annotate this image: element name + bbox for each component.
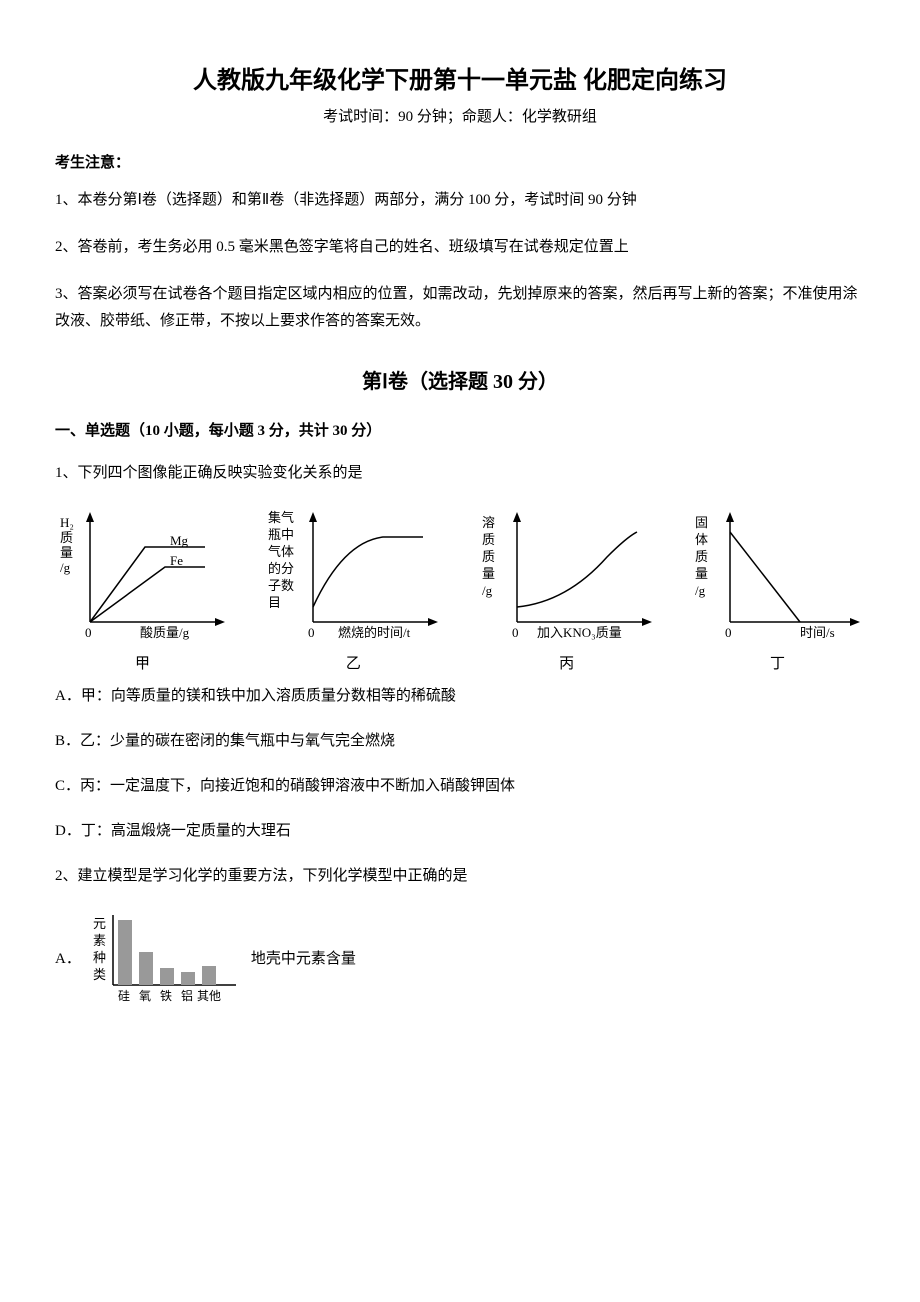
chart-2-container: 集气 瓶中 气体 的分 子数 目 0 燃烧的时间/t 乙 — [263, 507, 443, 673]
q2-option-a-label: A． — [55, 947, 81, 968]
svg-text:H₂: H₂ — [60, 515, 74, 530]
notice-header: 考生注意： — [55, 151, 865, 172]
svg-text:0: 0 — [85, 625, 92, 640]
chart-2-label: 乙 — [346, 652, 361, 673]
svg-text:量: 量 — [482, 566, 495, 581]
chart-1-container: H₂ 质 量 /g Mg Fe 0 酸质量/g 甲 — [55, 507, 230, 673]
q2-bar-chart: 元 素 种 类 硅 氧 铁 铝 其他 — [91, 910, 241, 1005]
svg-text:溶: 溶 — [482, 515, 495, 530]
svg-text:/g: /g — [60, 560, 71, 575]
chart-3-label: 丙 — [559, 652, 574, 673]
svg-text:气体: 气体 — [268, 544, 294, 559]
svg-text:酸质量/g: 酸质量/g — [140, 625, 190, 640]
section1-header: 一、单选题（10 小题，每小题 3 分，共计 30 分） — [55, 419, 865, 440]
svg-text:硅: 硅 — [118, 989, 130, 1003]
svg-text:质: 质 — [60, 530, 73, 545]
chart-2-svg: 集气 瓶中 气体 的分 子数 目 0 燃烧的时间/t — [263, 507, 443, 647]
instruction-2: 2、答卷前，考生务必用 0.5 毫米黑色签字笔将自己的姓名、班级填写在试卷规定位… — [55, 234, 865, 261]
part-title: 第Ⅰ卷（选择题 30 分） — [55, 365, 865, 394]
svg-text:燃烧的时间/t: 燃烧的时间/t — [338, 625, 411, 640]
svg-text:目: 目 — [268, 595, 281, 610]
q1-option-d: D．丁：高温煅烧一定质量的大理石 — [55, 818, 865, 845]
chart-3-container: 溶 质 质 量 /g 0 加入KNO₃质量 丙 — [477, 507, 657, 673]
q1-option-a: A．甲：向等质量的镁和铁中加入溶质质量分数相等的稀硫酸 — [55, 683, 865, 710]
question-1: 1、下列四个图像能正确反映实验变化关系的是 — [55, 460, 865, 487]
svg-text:体: 体 — [695, 532, 708, 547]
svg-text:铝: 铝 — [181, 988, 193, 1003]
svg-text:Fe: Fe — [170, 553, 183, 568]
svg-text:0: 0 — [512, 625, 519, 640]
chart-3-svg: 溶 质 质 量 /g 0 加入KNO₃质量 — [477, 507, 657, 647]
svg-text:质: 质 — [482, 532, 495, 547]
svg-text:Mg: Mg — [170, 533, 189, 548]
svg-text:加入KNO₃质量: 加入KNO₃质量 — [537, 625, 622, 640]
chart-1-label: 甲 — [135, 652, 150, 673]
exam-title: 人教版九年级化学下册第十一单元盐 化肥定向练习 — [55, 60, 865, 95]
q1-option-b: B．乙：少量的碳在密闭的集气瓶中与氧气完全燃烧 — [55, 728, 865, 755]
q2-option-a-text: 地壳中元素含量 — [251, 947, 356, 968]
exam-subtitle: 考试时间：90 分钟；命题人：化学教研组 — [55, 105, 865, 126]
svg-text:质: 质 — [482, 549, 495, 564]
svg-text:质: 质 — [695, 549, 708, 564]
svg-text:0: 0 — [308, 625, 315, 640]
svg-text:量: 量 — [60, 545, 73, 560]
instruction-1: 1、本卷分第Ⅰ卷（选择题）和第Ⅱ卷（非选择题）两部分，满分 100 分，考试时间… — [55, 187, 865, 214]
svg-text:的分: 的分 — [268, 561, 294, 576]
svg-text:0: 0 — [725, 625, 732, 640]
svg-text:/g: /g — [695, 583, 706, 598]
question-2: 2、建立模型是学习化学的重要方法，下列化学模型中正确的是 — [55, 863, 865, 890]
svg-text:瓶中: 瓶中 — [268, 527, 294, 542]
chart-1-svg: H₂ 质 量 /g Mg Fe 0 酸质量/g — [55, 507, 230, 647]
charts-row: H₂ 质 量 /g Mg Fe 0 酸质量/g 甲 集气 瓶中 气体 的分 子数… — [55, 507, 865, 673]
svg-text:铁: 铁 — [160, 989, 172, 1003]
svg-text:素: 素 — [93, 933, 106, 948]
instruction-3: 3、答案必须写在试卷各个题目指定区域内相应的位置，如需改动，先划掉原来的答案，然… — [55, 281, 865, 335]
svg-text:/g: /g — [482, 583, 493, 598]
svg-text:氧: 氧 — [139, 989, 151, 1003]
chart-4-container: 固 体 质 量 /g 0 时间/s 丁 — [690, 507, 865, 673]
svg-text:量: 量 — [695, 566, 708, 581]
svg-text:子数: 子数 — [268, 578, 294, 593]
chart-4-svg: 固 体 质 量 /g 0 时间/s — [690, 507, 865, 647]
svg-text:集气: 集气 — [268, 510, 294, 525]
svg-text:类: 类 — [93, 967, 106, 982]
svg-text:其他: 其他 — [197, 989, 221, 1003]
svg-text:时间/s: 时间/s — [800, 625, 835, 640]
svg-text:种: 种 — [93, 950, 106, 965]
q2-option-a-container: A． 元 素 种 类 硅 氧 铁 铝 其他 地壳中元素含量 — [55, 910, 865, 1005]
svg-text:固: 固 — [695, 515, 708, 530]
q1-option-c: C．丙：一定温度下，向接近饱和的硝酸钾溶液中不断加入硝酸钾固体 — [55, 773, 865, 800]
svg-text:元: 元 — [93, 916, 106, 931]
chart-4-label: 丁 — [770, 652, 785, 673]
